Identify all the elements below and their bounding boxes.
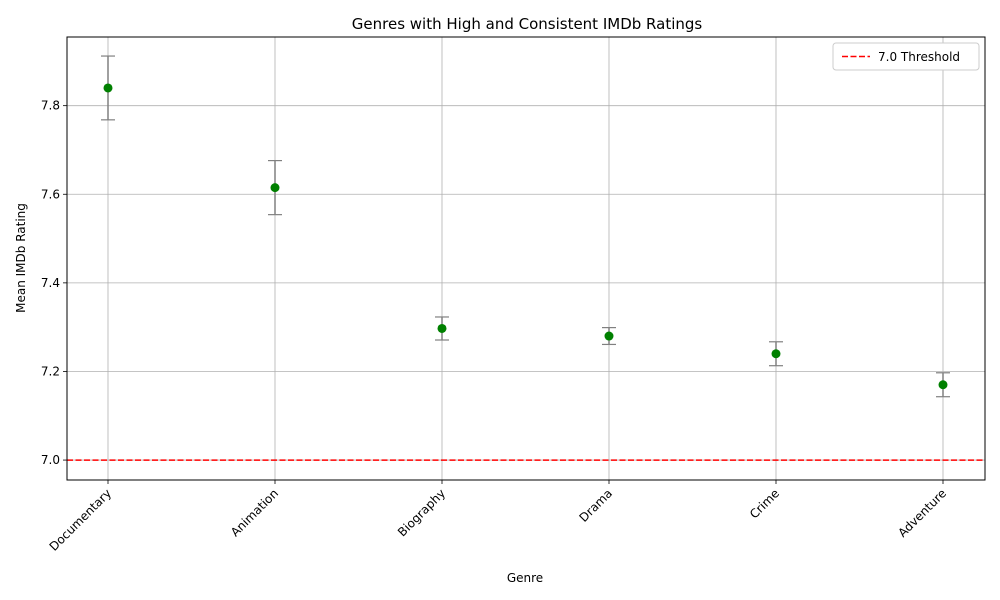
y-tick-label: 7.2 [41,364,60,378]
y-tick-label: 7.6 [41,187,60,201]
data-point [437,323,447,333]
data-point [270,183,280,193]
data-points [103,83,948,390]
chart-title: Genres with High and Consistent IMDb Rat… [352,15,703,33]
plot-area-frame [66,36,986,481]
y-tick-label: 7.4 [41,276,60,290]
legend-box [832,42,980,71]
data-point [938,380,948,390]
y-axis-label: Mean IMDb Rating [14,203,28,313]
y-tick-label: 7.0 [41,453,60,467]
legend: 7.0 Threshold [832,42,980,71]
x-axis-label: Genre [507,571,543,585]
data-point [103,83,113,93]
data-point [771,349,781,359]
y-tick-label: 7.8 [41,99,60,113]
data-point [604,331,614,341]
y-axis-ticks: 7.0 7.2 7.4 7.6 7.8 [41,99,67,467]
legend-threshold-label: 7.0 Threshold [878,50,960,64]
